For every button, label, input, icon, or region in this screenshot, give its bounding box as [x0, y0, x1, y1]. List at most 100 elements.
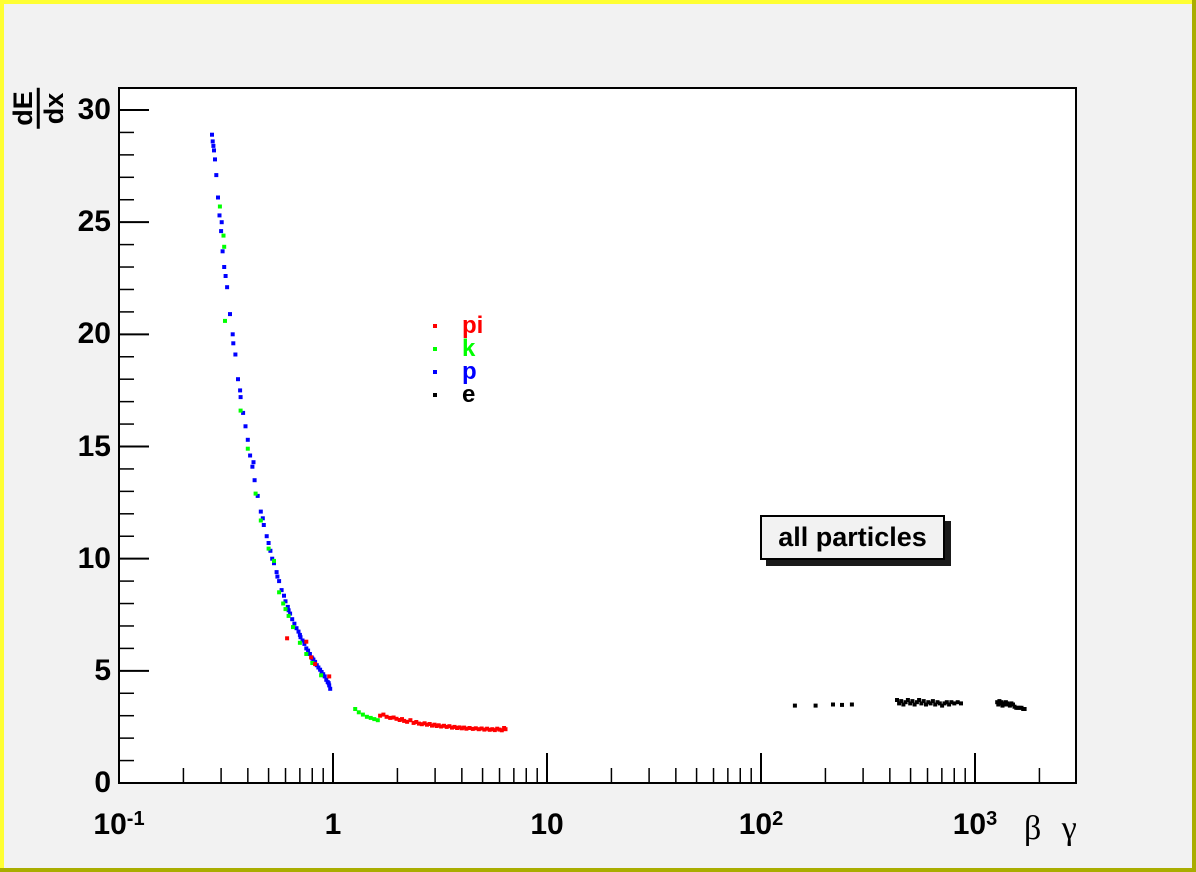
data-point: [388, 715, 393, 720]
data-point: [353, 707, 358, 711]
data-point: [238, 408, 243, 413]
data-point: [397, 718, 402, 722]
data-point: [499, 728, 504, 733]
data-point: [277, 590, 282, 595]
data-point: [275, 574, 280, 579]
data-point: [219, 229, 224, 234]
data-point: [405, 719, 410, 724]
data-point: [378, 713, 383, 718]
data-point: [282, 593, 286, 598]
data-point: [356, 710, 361, 715]
data-point: [375, 718, 380, 723]
data-point: [921, 699, 926, 704]
data-point: [260, 516, 265, 521]
data-point: [285, 636, 290, 641]
data-point: [212, 148, 216, 153]
data-point: [840, 702, 844, 707]
data-point: [300, 638, 305, 643]
data-point: [422, 721, 427, 726]
data-point: [285, 604, 290, 609]
plot-frame: [118, 87, 1077, 784]
data-point: [485, 726, 490, 731]
data-point: [319, 673, 324, 678]
x-tick-base: 10: [93, 808, 127, 841]
data-point: [1002, 702, 1007, 707]
data-point: [952, 701, 957, 706]
legend-label: e: [462, 381, 476, 408]
data-point: [210, 132, 214, 137]
data-point: [304, 652, 309, 656]
series-pi: [285, 636, 508, 733]
data-point: [482, 727, 487, 732]
data-point: [905, 698, 910, 702]
data-point: [297, 640, 302, 645]
data-point: [402, 718, 407, 723]
data-point: [450, 725, 454, 730]
data-point: [248, 453, 253, 458]
data-point: [912, 702, 917, 707]
data-point: [304, 646, 309, 651]
data-point: [360, 712, 365, 717]
data-point: [1011, 702, 1015, 707]
y-tick-label: 15: [77, 429, 111, 463]
data-point: [473, 726, 478, 731]
data-point: [368, 715, 373, 720]
data-point: [236, 377, 240, 382]
legend-marker-icon: [433, 346, 437, 351]
data-point: [899, 699, 904, 704]
y-tick-label: 20: [77, 317, 111, 351]
data-point: [942, 701, 947, 706]
data-point: [324, 677, 329, 682]
data-point: [328, 686, 333, 691]
data-point: [213, 157, 217, 162]
data-point: [283, 599, 288, 604]
canvas-border-top: [0, 0, 1196, 4]
data-point: [326, 681, 331, 686]
data-point: [223, 318, 227, 323]
data-point: [238, 388, 243, 393]
data-point: [490, 727, 495, 732]
data-point: [908, 701, 913, 706]
data-point: [944, 700, 949, 705]
data-point: [250, 464, 255, 469]
legend-marker-icon: [433, 323, 437, 328]
data-point: [452, 724, 457, 729]
data-point: [930, 699, 935, 704]
x-axis-title: β γ: [1024, 810, 1083, 847]
data-point: [487, 727, 492, 732]
data-point: [233, 352, 238, 357]
data-point: [910, 699, 915, 704]
data-point: [895, 698, 899, 702]
data-point: [277, 579, 282, 584]
data-point: [1007, 703, 1012, 708]
data-point: [225, 285, 230, 290]
data-point: [444, 724, 449, 729]
data-point: [298, 635, 303, 640]
x-tick-exponent: -1: [126, 808, 145, 830]
data-point: [313, 662, 318, 667]
data-point: [268, 548, 273, 553]
data-point: [214, 173, 219, 178]
data-point: [216, 195, 220, 200]
data-point: [319, 670, 324, 674]
data-point: [995, 700, 1000, 705]
data-point: [222, 265, 227, 269]
data-point: [313, 659, 318, 664]
data-point: [427, 722, 432, 726]
legend-item-pi: pi: [430, 314, 483, 338]
data-point: [434, 724, 439, 728]
data-point: [288, 611, 293, 616]
x-tick-label: 1: [325, 808, 342, 842]
data-point: [470, 726, 475, 731]
data-point: [495, 726, 500, 731]
data-point: [306, 648, 311, 653]
data-point: [310, 661, 315, 665]
data-point: [914, 700, 919, 705]
data-point: [372, 717, 377, 722]
data-point: [294, 626, 299, 631]
data-point: [309, 655, 314, 660]
data-point: [307, 652, 312, 656]
data-point: [258, 518, 263, 523]
data-point: [996, 702, 1001, 707]
